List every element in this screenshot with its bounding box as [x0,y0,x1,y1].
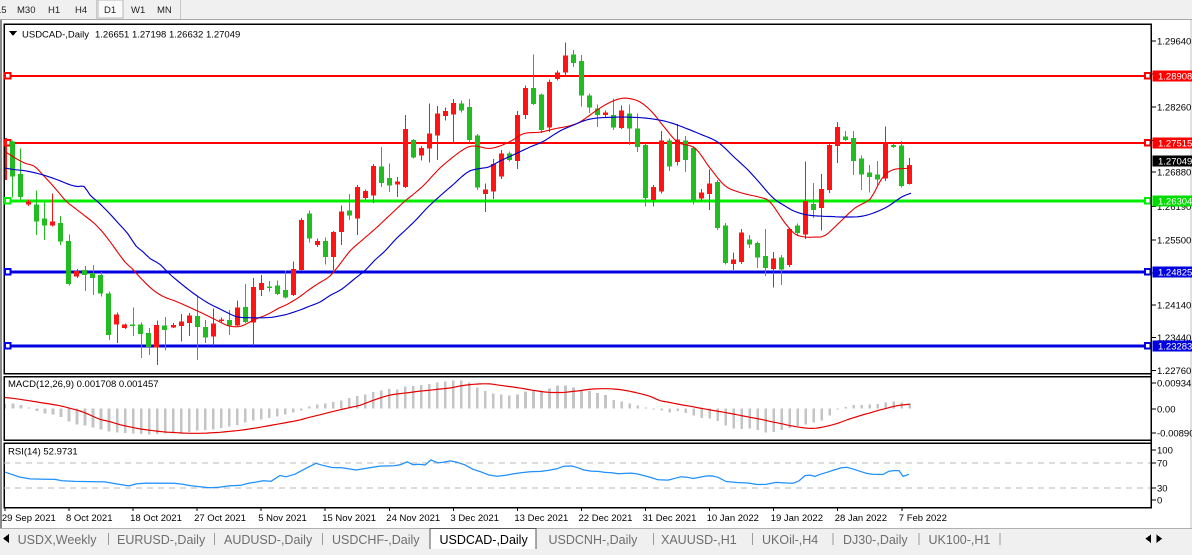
svg-text:18 Oct 2021: 18 Oct 2021 [130,513,182,524]
svg-text:1.28908: 1.28908 [1158,72,1192,83]
svg-text:1.26651 1.27198 1.26632 1.2704: 1.26651 1.27198 1.26632 1.27049 [95,30,240,41]
svg-text:15: 15 [0,5,7,16]
svg-text:M30: M30 [17,5,35,16]
svg-text:1.24140: 1.24140 [1157,301,1191,312]
svg-text:RSI(14) 52.9731: RSI(14) 52.9731 [8,447,78,458]
svg-text:H1: H1 [48,5,60,16]
svg-text:AUDUSD-,Daily: AUDUSD-,Daily [224,533,313,547]
svg-text:EURUSD-,Daily: EURUSD-,Daily [117,533,206,547]
svg-text:W1: W1 [131,5,145,16]
svg-text:1.26880: 1.26880 [1157,168,1191,179]
svg-text:10 Jan 2022: 10 Jan 2022 [707,513,759,524]
svg-text:0.00: 0.00 [1157,405,1176,416]
svg-text:1.28260: 1.28260 [1157,103,1191,114]
svg-text:1.27049: 1.27049 [1158,157,1192,168]
svg-text:15 Nov 2021: 15 Nov 2021 [322,513,376,524]
svg-text:D1: D1 [104,5,116,16]
svg-text:MN: MN [157,5,172,16]
svg-text:UK100-,H1: UK100-,H1 [929,533,991,547]
svg-text:100: 100 [1157,446,1173,457]
svg-text:1.27515: 1.27515 [1158,139,1192,150]
svg-text:8 Oct 2021: 8 Oct 2021 [66,513,112,524]
svg-text:1.29640: 1.29640 [1157,37,1191,48]
svg-text:0: 0 [1157,496,1162,507]
svg-text:28 Jan 2022: 28 Jan 2022 [835,513,887,524]
svg-text:UKOil-,H4: UKOil-,H4 [762,533,818,547]
svg-text:1.26304: 1.26304 [1158,197,1192,208]
svg-text:19 Jan 2022: 19 Jan 2022 [771,513,823,524]
svg-text:22 Dec 2021: 22 Dec 2021 [579,513,633,524]
svg-text:1.22760: 1.22760 [1157,366,1191,377]
svg-text:USDCNH-,Daily: USDCNH-,Daily [549,533,639,547]
svg-text:1.26190: 1.26190 [1157,202,1191,213]
svg-text:3 Dec 2021: 3 Dec 2021 [450,513,499,524]
svg-text:USDCAD-,Daily: USDCAD-,Daily [22,30,89,41]
svg-text:1.25500: 1.25500 [1157,236,1191,247]
svg-text:XAUUSD-,H1: XAUUSD-,H1 [661,533,737,547]
svg-text:7 Feb 2022: 7 Feb 2022 [899,513,947,524]
svg-text:-0.008902: -0.008902 [1157,429,1192,440]
svg-text:27 Oct 2021: 27 Oct 2021 [194,513,246,524]
svg-text:29 Sep 2021: 29 Sep 2021 [2,513,56,524]
svg-text:DJ30-,Daily: DJ30-,Daily [843,533,908,547]
svg-text:H4: H4 [75,5,87,16]
svg-text:31 Dec 2021: 31 Dec 2021 [643,513,697,524]
svg-text:24 Nov 2021: 24 Nov 2021 [386,513,440,524]
svg-text:MACD(12,26,9) 0.001708 0.00145: MACD(12,26,9) 0.001708 0.001457 [8,379,159,390]
svg-text:0.009345: 0.009345 [1157,379,1192,390]
svg-text:13 Dec 2021: 13 Dec 2021 [514,513,568,524]
svg-text:1.23440: 1.23440 [1157,333,1191,344]
svg-text:USDX,Weekly: USDX,Weekly [18,533,98,547]
svg-text:30: 30 [1157,484,1168,495]
svg-text:USDCHF-,Daily: USDCHF-,Daily [332,533,420,547]
svg-text:70: 70 [1157,459,1168,470]
svg-text:1.24825: 1.24825 [1158,268,1192,279]
svg-text:1.23283: 1.23283 [1158,342,1192,353]
svg-text:USDCAD-,Daily: USDCAD-,Daily [440,533,529,547]
svg-text:5 Nov 2021: 5 Nov 2021 [258,513,307,524]
